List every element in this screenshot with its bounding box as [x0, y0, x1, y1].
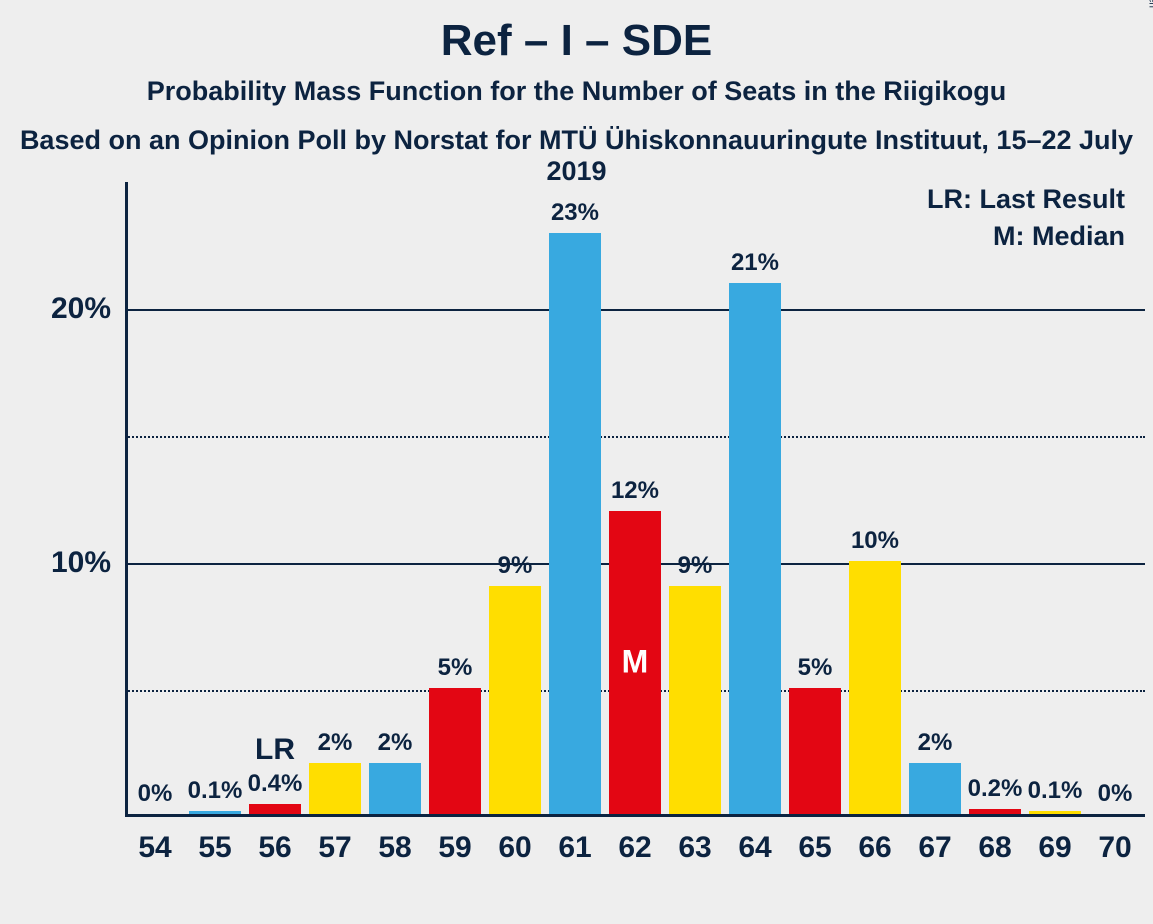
bar-value-label: 10%	[851, 527, 899, 555]
x-tick-label: 62	[618, 831, 651, 865]
bar-value-label: 2%	[378, 729, 413, 757]
gridline-minor	[125, 436, 1145, 438]
x-tick-label: 57	[318, 831, 351, 865]
bar-value-label: 9%	[498, 552, 533, 580]
legend: LR: Last Result M: Median	[927, 184, 1125, 258]
y-axis	[125, 182, 128, 817]
x-tick-label: 63	[678, 831, 711, 865]
x-tick-label: 68	[978, 831, 1011, 865]
x-tick-label: 60	[498, 831, 531, 865]
bar-value-label: 0%	[1098, 780, 1133, 808]
bar: 2%	[309, 763, 362, 814]
bar-value-label: 23%	[551, 199, 599, 227]
bar-value-label: 2%	[918, 729, 953, 757]
bar-value-label: 0.2%	[968, 775, 1023, 803]
bar: 12%M	[609, 511, 662, 814]
x-tick-label: 70	[1098, 831, 1131, 865]
bar: 21%	[729, 283, 782, 814]
last-result-marker: LR	[255, 733, 295, 767]
bar: 0.1%	[1029, 811, 1082, 814]
x-tick-label: 69	[1038, 831, 1071, 865]
bar-value-label: 0.4%	[248, 770, 303, 798]
y-tick-label: 10%	[51, 546, 111, 580]
x-tick-label: 67	[918, 831, 951, 865]
chart-title: Ref – I – SDE	[0, 0, 1153, 66]
bar: 0.1%	[189, 811, 242, 814]
bar-value-label: 0%	[138, 780, 173, 808]
x-axis	[125, 814, 1145, 817]
bar: 0.2%	[969, 809, 1022, 814]
copyright-text: © 2020 Filip van Laenen	[1147, 0, 1153, 8]
x-tick-label: 54	[138, 831, 171, 865]
x-tick-label: 61	[558, 831, 591, 865]
x-tick-label: 59	[438, 831, 471, 865]
y-tick-label: 20%	[51, 292, 111, 326]
x-tick-label: 64	[738, 831, 771, 865]
x-tick-label: 65	[798, 831, 831, 865]
bar: 9%	[489, 586, 542, 814]
bar: 5%	[789, 688, 842, 814]
x-tick-label: 66	[858, 831, 891, 865]
bar: 10%	[849, 561, 902, 814]
bar-value-label: 5%	[798, 654, 833, 682]
bar: 23%	[549, 233, 602, 814]
bar: 5%	[429, 688, 482, 814]
legend-lr: LR: Last Result	[927, 184, 1125, 215]
bar: 2%	[909, 763, 962, 814]
x-tick-label: 58	[378, 831, 411, 865]
bar-value-label: 21%	[731, 249, 779, 277]
bar: 9%	[669, 586, 722, 814]
chart-subtitle: Probability Mass Function for the Number…	[0, 66, 1153, 107]
chart-source: Based on an Opinion Poll by Norstat for …	[0, 107, 1153, 187]
bar-value-label: 12%	[611, 477, 659, 505]
bar: 2%	[369, 763, 422, 814]
x-tick-label: 56	[258, 831, 291, 865]
bar-value-label: 2%	[318, 729, 353, 757]
bar-value-label: 9%	[678, 552, 713, 580]
bar-value-label: 0.1%	[1028, 777, 1083, 805]
x-tick-label: 55	[198, 831, 231, 865]
median-marker: M	[622, 644, 649, 681]
pmf-bar-chart: LR: Last Result M: Median 10%20%0%540.1%…	[125, 182, 1145, 817]
bar-value-label: 5%	[438, 654, 473, 682]
legend-m: M: Median	[927, 221, 1125, 252]
gridline-major	[125, 309, 1145, 311]
bar-value-label: 0.1%	[188, 777, 243, 805]
bar: 0.4%	[249, 804, 302, 814]
